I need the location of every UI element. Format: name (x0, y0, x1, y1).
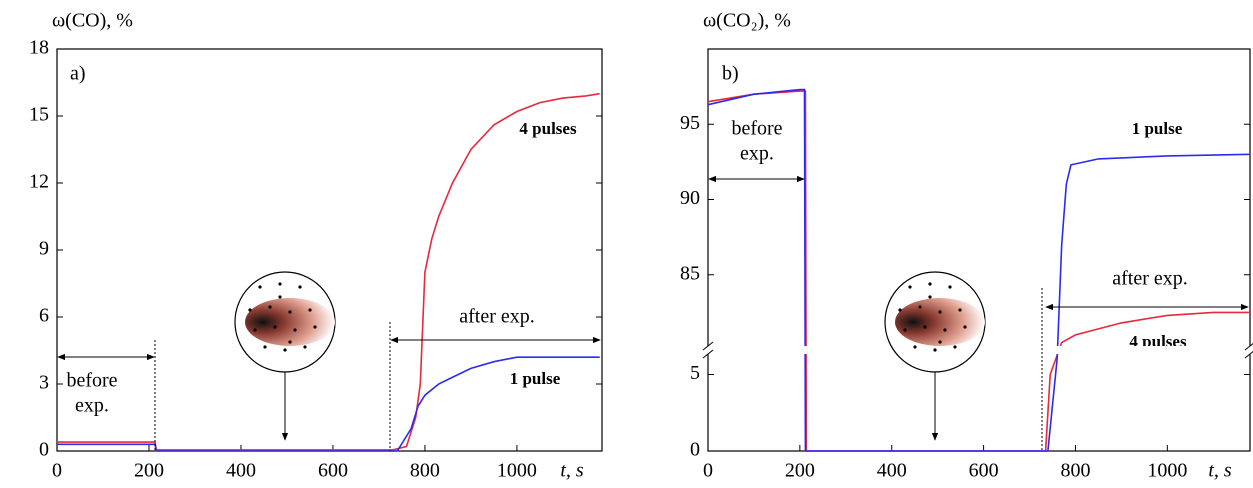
flame (245, 298, 335, 346)
icon-dot (278, 282, 282, 286)
icon-dot (248, 308, 252, 312)
icon-dot (268, 305, 272, 309)
icon-dot (288, 340, 292, 344)
icon-dot (918, 305, 922, 309)
y-axis-label: ω(CO), % (52, 10, 133, 32)
x-tick-label: 1000 (1147, 460, 1187, 482)
x-axis-label: t, s (560, 460, 584, 482)
icon-dot (258, 285, 262, 289)
y-tick-label: 0 (39, 439, 49, 461)
break-mark (1244, 350, 1253, 359)
icon-dot (313, 325, 317, 329)
y-axis-label: ω(CO₂), % (703, 10, 791, 32)
x-tick-label: 800 (410, 460, 440, 482)
panel-label: a) (70, 63, 86, 85)
flame (895, 298, 985, 346)
y-tick-label: 3 (39, 372, 49, 394)
y-tick-label: 12 (29, 171, 49, 193)
x-tick-label: 1000 (497, 460, 537, 482)
icon-dot (908, 285, 912, 289)
series-line (707, 88, 1251, 452)
y-tick-label: 5 (690, 362, 700, 384)
series-line (57, 92, 600, 451)
y-tick-label: 18 (29, 37, 49, 59)
icon-dot (963, 325, 967, 329)
icon-dot (938, 310, 942, 314)
break-mark (1244, 342, 1253, 351)
annotation: after exp. (459, 306, 535, 328)
icon-dot (278, 295, 282, 299)
y-tick-label: 6 (39, 305, 49, 327)
x-tick-label: 0 (52, 460, 62, 482)
icon-dot (298, 285, 302, 289)
icon-dot (943, 328, 947, 332)
icon-dot (913, 345, 917, 349)
icon-dot (288, 310, 292, 314)
icon-dot (953, 345, 957, 349)
annotation: before (731, 118, 782, 140)
plot-frame (707, 48, 1251, 452)
icon-dot (303, 345, 307, 349)
x-tick-label: 200 (785, 460, 815, 482)
break-mark (702, 341, 714, 351)
annotation: before (66, 370, 117, 392)
break-mark (702, 349, 714, 359)
series-label: 4 pulses (519, 119, 577, 138)
y-tick-label: 95 (680, 112, 700, 134)
annotation: exp. (740, 143, 774, 165)
x-tick-label: 600 (318, 460, 348, 482)
icon-dot (938, 340, 942, 344)
plot-frame (56, 48, 603, 452)
axis-break (702, 346, 1253, 354)
series-line (57, 356, 600, 452)
icon-dot (903, 328, 907, 332)
y-tick-label: 85 (680, 262, 700, 284)
annotation: after exp. (1112, 268, 1188, 290)
y-tick-label: 9 (39, 238, 49, 260)
series-label: 1 pulse (510, 369, 561, 388)
x-tick-label: 400 (226, 460, 256, 482)
y-tick-label: 15 (29, 104, 49, 126)
x-tick-label: 200 (134, 460, 164, 482)
annotation: exp. (75, 395, 109, 417)
icon-dot (273, 325, 277, 329)
icon-dot (308, 308, 312, 312)
icon-dot (283, 348, 287, 352)
icon-dot (253, 328, 257, 332)
icon-dot (928, 295, 932, 299)
icon-dot (933, 348, 937, 352)
icon-dot (293, 328, 297, 332)
x-tick-label: 400 (877, 460, 907, 482)
icon-dot (948, 285, 952, 289)
panel-label: b) (722, 63, 739, 85)
x-tick-label: 0 (703, 460, 713, 482)
y-tick-label: 90 (680, 187, 700, 209)
series-label: 1 pulse (1132, 119, 1183, 138)
icon-dot (923, 325, 927, 329)
x-axis-label: t, s (1208, 460, 1232, 482)
icon-dot (263, 345, 267, 349)
icon-dot (898, 308, 902, 312)
icon-dot (928, 282, 932, 286)
x-tick-label: 800 (1060, 460, 1090, 482)
icon-dot (958, 308, 962, 312)
y-tick-label: 0 (690, 439, 700, 461)
x-tick-label: 600 (969, 460, 999, 482)
